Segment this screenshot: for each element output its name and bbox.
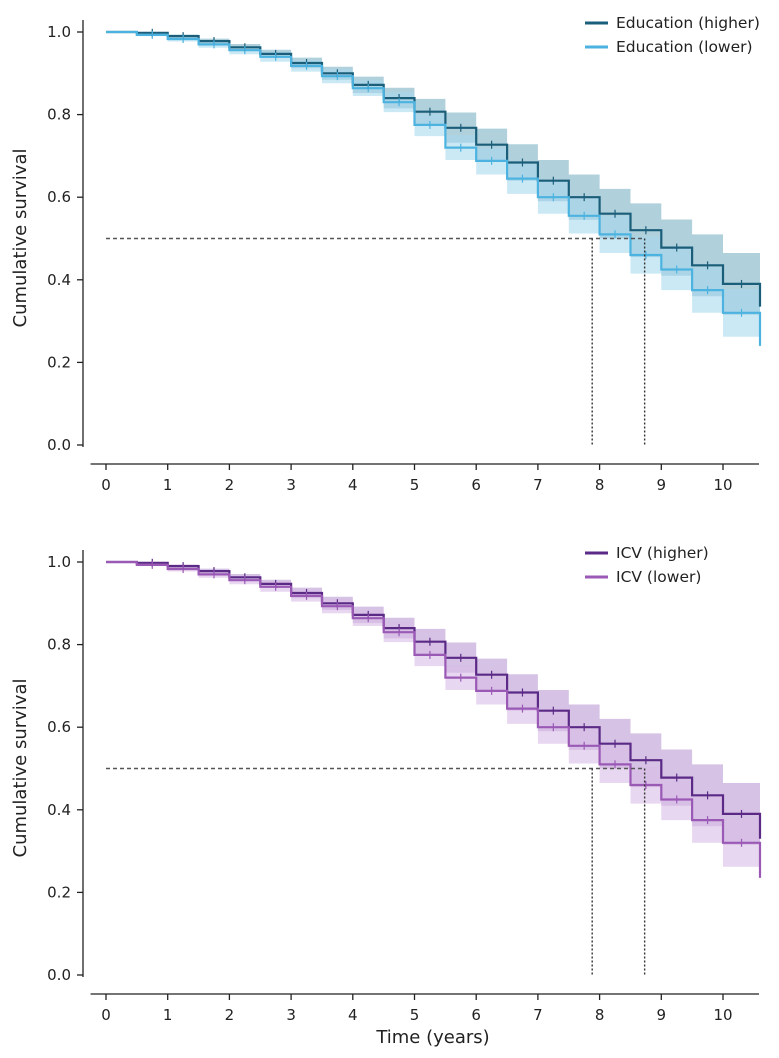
y-axis-title: Cumulative survival	[10, 149, 31, 328]
x-tick-label: 0	[101, 476, 111, 494]
y-tick-label: 0.4	[47, 801, 71, 819]
x-tick-label: 0	[101, 1006, 111, 1024]
survival-curve-1	[106, 30, 762, 346]
x-tick-label: 1	[163, 476, 173, 494]
x-tick-label: 1	[163, 1006, 173, 1024]
x-tick-label: 9	[657, 476, 667, 494]
x-tick-label: 5	[410, 476, 420, 494]
y-tick-label: 0.0	[47, 966, 71, 984]
x-tick-label: 5	[410, 1006, 420, 1024]
legend-label-1: Education (lower)	[616, 38, 753, 56]
x-tick-label: 8	[595, 1006, 605, 1024]
education-survival-panel: 0.0 0.2 0.4 0.6 0.8 1.0 0 1 2 3 4 5 6 7 8 9 10 Cumulative…	[10, 14, 762, 494]
y-axis-title: Cumulative survival	[10, 679, 31, 858]
ci-band-1	[106, 562, 760, 897]
y-tick-label: 0.2	[47, 353, 71, 371]
ci-band-1	[106, 32, 760, 363]
y-tick-label: 1.0	[47, 553, 71, 571]
x-tick-label: 2	[225, 1006, 235, 1024]
y-tick-label: 0.8	[47, 106, 71, 124]
legend-label-1: ICV (lower)	[616, 568, 701, 586]
x-tick-label: 7	[533, 1006, 543, 1024]
y-tick-label: 0.4	[47, 271, 71, 289]
icv-survival-panel: 0.0 0.2 0.4 0.6 0.8 1.0 0 1 2 3 4 5 6 7 8 9 10 Cumulative…	[10, 544, 762, 1048]
legend-label-0: Education (higher)	[616, 14, 760, 32]
x-tick-label: 2	[225, 476, 235, 494]
x-tick-label: 10	[713, 476, 732, 494]
x-tick-label: 3	[286, 476, 296, 494]
y-tick-label: 0.8	[47, 636, 71, 654]
survival-curve-0	[106, 560, 762, 839]
x-tick-label: 8	[595, 476, 605, 494]
x-tick-label: 9	[657, 1006, 667, 1024]
x-axis-title: Time (years)	[375, 1027, 489, 1048]
y-tick-label: 1.0	[47, 23, 71, 41]
x-tick-label: 6	[471, 476, 481, 494]
x-tick-label: 4	[348, 1006, 358, 1024]
x-tick-label: 7	[533, 476, 543, 494]
survival-curve-0	[106, 30, 762, 307]
y-tick-label: 0.0	[47, 436, 71, 454]
x-tick-label: 6	[471, 1006, 481, 1024]
x-tick-label: 3	[286, 1006, 296, 1024]
legend-label-0: ICV (higher)	[616, 544, 709, 562]
x-tick-label: 4	[348, 476, 358, 494]
x-tick-label: 10	[713, 1006, 732, 1024]
y-tick-label: 0.6	[47, 188, 71, 206]
y-tick-label: 0.2	[47, 883, 71, 901]
y-tick-label: 0.6	[47, 718, 71, 736]
survival-curve-1	[106, 560, 762, 878]
